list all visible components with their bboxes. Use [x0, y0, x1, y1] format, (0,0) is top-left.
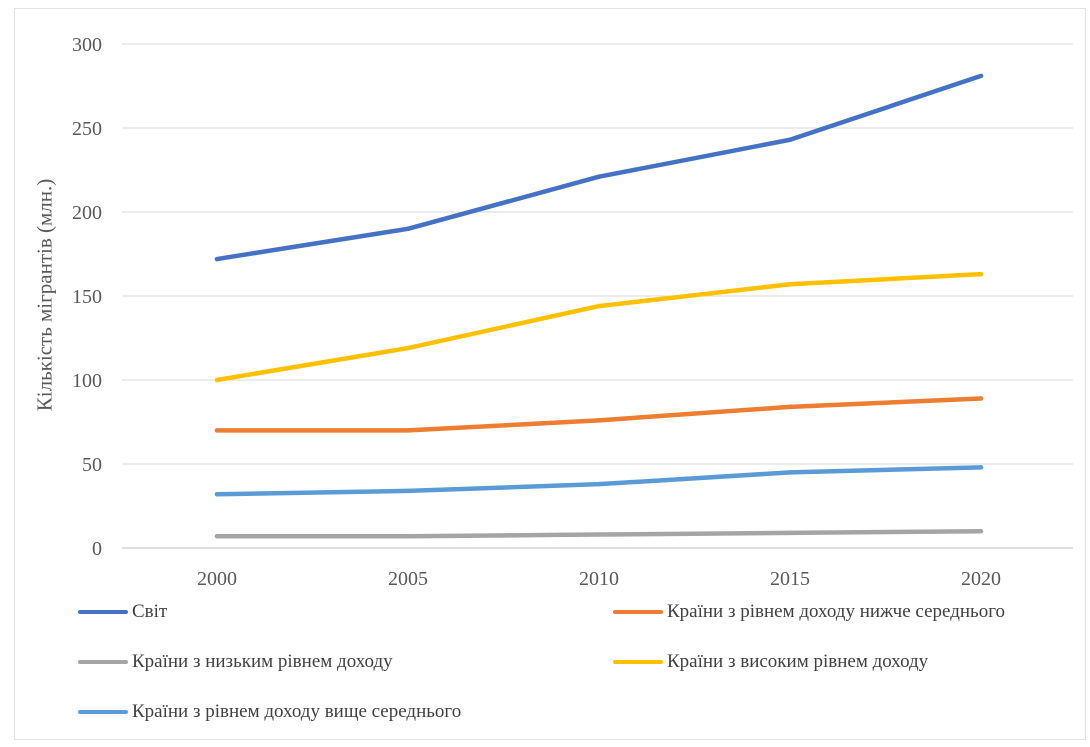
legend-swatch-low-income — [78, 660, 128, 664]
x-tick-label: 2005 — [388, 568, 428, 590]
data-point — [787, 530, 793, 536]
data-point — [978, 396, 984, 401]
data-point — [214, 256, 220, 262]
y-tick-label: 300 — [72, 34, 102, 56]
x-tick-labels: 2000 2005 2010 2015 2020 — [197, 568, 1001, 590]
x-tick-label: 2015 — [770, 568, 810, 590]
data-point — [405, 428, 411, 433]
line-chart: 0 50 100 150 200 250 300 2000 2005 2010 2015 2020 — [72, 34, 1073, 590]
legend-item-high-income: Країни з високим рівнем доходу — [613, 651, 928, 673]
data-point — [787, 282, 793, 287]
legend-item-world: Світ — [78, 601, 167, 623]
series-lines — [214, 73, 984, 539]
gridlines — [122, 43, 1073, 549]
y-tick-label: 200 — [72, 202, 102, 224]
data-point — [214, 428, 220, 433]
legend-swatch-upper-middle-income — [78, 710, 128, 714]
data-point — [405, 488, 411, 494]
y-axis-label: Кількість мігрантів (млн.) — [32, 178, 57, 412]
data-point — [978, 73, 984, 79]
data-point — [596, 303, 602, 309]
data-point — [405, 534, 411, 539]
data-point — [214, 534, 220, 539]
legend-label-lower-middle-income: Країни з рівнем доходу нижче середнього — [667, 601, 1006, 622]
x-tick-label: 2000 — [197, 568, 237, 590]
data-point — [596, 418, 602, 423]
x-tick-label: 2010 — [579, 568, 619, 590]
legend-label-upper-middle-income: Країни з рівнем доходу вище середнього — [132, 701, 462, 722]
y-tick-labels: 0 50 100 150 200 250 300 — [72, 34, 102, 560]
series-line-1 — [214, 396, 984, 433]
data-point — [787, 404, 793, 410]
y-tick-label: 150 — [72, 286, 102, 308]
legend-item-lower-middle-income: Країни з рівнем доходу нижче середнього — [613, 601, 1005, 623]
legend-label-low-income: Країни з низьким рівнем доходу — [132, 651, 393, 672]
series-line-4 — [214, 465, 984, 497]
legend-swatch-lower-middle-income — [613, 610, 663, 614]
y-tick-label: 0 — [92, 538, 102, 560]
data-point — [596, 481, 602, 487]
data-point — [978, 465, 984, 470]
x-tick-label: 2020 — [961, 568, 1001, 590]
legend-swatch-world — [78, 610, 128, 614]
legend-swatch-high-income — [613, 660, 663, 664]
data-point — [787, 137, 793, 142]
data-point — [978, 271, 984, 277]
y-tick-label: 250 — [72, 118, 102, 140]
data-point — [214, 492, 220, 497]
legend-label-high-income: Країни з високим рівнем доходу — [667, 651, 929, 672]
y-tick-label: 50 — [82, 454, 102, 476]
data-point — [405, 226, 411, 231]
data-point — [405, 345, 411, 351]
y-tick-label: 100 — [72, 370, 102, 392]
series-line-3 — [214, 271, 984, 383]
legend-label-world: Світ — [132, 601, 168, 622]
chart-frame — [14, 8, 1086, 740]
data-point — [596, 532, 602, 537]
legend-item-upper-middle-income: Країни з рівнем доходу вище середнього — [78, 701, 461, 723]
data-point — [978, 529, 984, 534]
series-line-0 — [214, 73, 984, 262]
data-point — [214, 377, 220, 383]
data-point — [596, 174, 602, 179]
legend-item-low-income: Країни з низьким рівнем доходу — [78, 651, 393, 673]
data-point — [787, 470, 793, 475]
